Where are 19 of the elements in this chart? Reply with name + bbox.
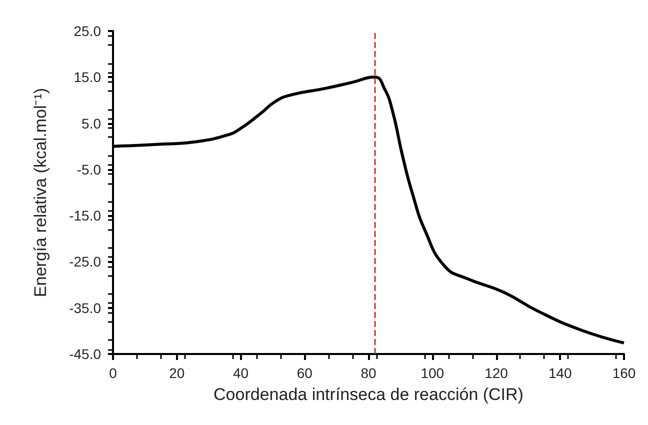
x-tick-label: 140 (548, 365, 572, 381)
y-axis-title: Energía relativa (kcal.mol⁻¹) (31, 88, 50, 298)
x-tick-label: 60 (296, 365, 313, 381)
y-tick-label: -45.0 (69, 346, 102, 362)
x-tick-label: 40 (232, 365, 249, 381)
y-tick-label: 15.0 (74, 69, 102, 86)
x-tick-label: 160 (612, 365, 636, 381)
y-tick-label: -15.0 (69, 208, 102, 224)
y-tick-label: 25.0 (74, 23, 102, 39)
x-axis-title: Coordenada intrínseca de reacción (CIR) (214, 385, 524, 404)
x-tick-label: 80 (360, 365, 376, 381)
y-tick-label: -5.0 (76, 161, 102, 178)
y-tick-label: -35.0 (69, 300, 102, 316)
x-tick-label: 0 (109, 365, 118, 381)
y-tick-label: -25.0 (69, 254, 102, 270)
x-tick-label: 20 (169, 365, 185, 381)
y-tick-label: 5.0 (82, 115, 102, 132)
x-tick-label: 100 (420, 365, 444, 381)
x-tick-label: 120 (484, 365, 508, 381)
